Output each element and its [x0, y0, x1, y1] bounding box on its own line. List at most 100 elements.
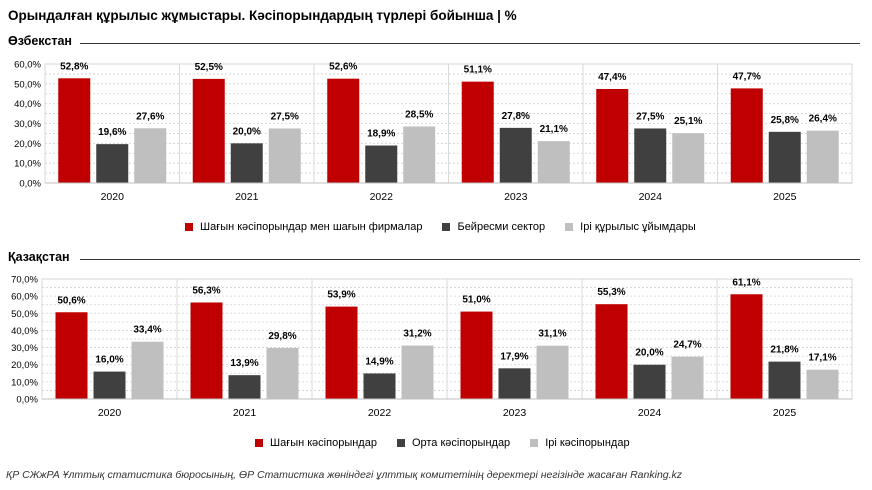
bar	[365, 145, 398, 183]
bar	[537, 141, 570, 183]
x-tick-label: 2025	[773, 191, 797, 203]
x-tick-label: 2024	[638, 407, 662, 419]
data-label: 56,3%	[192, 285, 220, 296]
data-label: 27,5%	[271, 111, 299, 122]
y-tick-label: 60,0%	[14, 60, 41, 71]
bar	[460, 311, 493, 399]
bar	[672, 133, 705, 183]
legend-item: Ірі кәсіпорындар	[530, 437, 630, 449]
data-label: 17,9%	[500, 351, 528, 362]
legend-uzbekistan: Шағын кәсіпорындар мен шағын фирмалар Бе…	[185, 221, 696, 233]
bar	[730, 294, 763, 399]
data-label: 31,1%	[538, 329, 566, 340]
bar	[596, 88, 629, 183]
bar	[327, 78, 360, 183]
data-label: 31,2%	[403, 329, 431, 340]
bar	[498, 368, 531, 399]
legend-swatch	[530, 439, 539, 447]
data-label: 18,9%	[367, 129, 395, 140]
data-label: 25,1%	[674, 116, 702, 127]
data-label: 17,1%	[808, 353, 836, 364]
source-footnote: ҚР СЖжРА Ұлттық статистика бюросының, ӨР…	[6, 469, 683, 481]
legend-item: Орта кәсіпорындар	[396, 437, 511, 449]
data-label: 47,7%	[733, 71, 761, 82]
legend-swatch	[255, 439, 263, 447]
x-tick-label: 2020	[98, 407, 122, 419]
bar	[58, 78, 91, 183]
bar	[730, 88, 763, 183]
bar	[633, 364, 666, 399]
bar	[806, 130, 839, 183]
legend-swatch	[185, 223, 193, 231]
legend-label: Ірі кәсіпорындар	[545, 437, 630, 449]
legend-label: Шағын кәсіпорындар	[270, 437, 377, 449]
page-title: Орындалған құрылыс жұмыстары. Кәсіпорынд…	[8, 8, 517, 23]
legend-label: Орта кәсіпорындар	[411, 437, 511, 449]
x-tick-label: 2022	[368, 407, 392, 419]
data-label: 52,6%	[329, 62, 357, 73]
data-label: 27,8%	[502, 111, 530, 122]
data-label: 13,9%	[230, 358, 258, 369]
y-tick-label: 0,0%	[19, 179, 41, 190]
y-tick-label: 30,0%	[11, 343, 38, 354]
data-label: 14,9%	[365, 356, 393, 367]
panel-rule	[80, 259, 860, 260]
bar	[230, 143, 263, 183]
y-tick-label: 60,0%	[11, 292, 38, 303]
legend-label: Бейресми сектор	[457, 221, 546, 233]
legend-label: Шағын кәсіпорындар мен шағын фирмалар	[200, 221, 423, 233]
bar	[228, 375, 261, 399]
bar	[499, 127, 532, 183]
legend-swatch	[442, 223, 451, 231]
data-label: 28,5%	[405, 109, 433, 120]
x-tick-label: 2023	[503, 407, 527, 419]
bar-chart-kazakhstan: 0,0% 10,0% 20,0% 30,0% 40,0% 50,0% 60,0% 70,0% 5…	[11, 275, 853, 419]
bar	[671, 356, 704, 399]
y-tick-label: 50,0%	[11, 309, 38, 320]
bar	[190, 302, 223, 399]
x-tick-label: 2021	[233, 407, 257, 419]
bar	[192, 78, 225, 183]
data-label: 27,5%	[636, 111, 664, 122]
data-label: 47,4%	[598, 72, 626, 83]
legend-label: Ірі құрылыс ұйымдары	[580, 221, 696, 233]
legend-item: Ірі құрылыс ұйымдары	[565, 221, 696, 233]
legend-swatch	[396, 439, 405, 447]
bar	[55, 312, 88, 399]
data-label: 51,1%	[464, 65, 492, 76]
bar	[134, 128, 167, 183]
bar	[536, 345, 569, 399]
x-tick-label: 2022	[370, 191, 394, 203]
data-label: 25,8%	[771, 115, 799, 126]
data-label: 52,8%	[60, 61, 88, 72]
bar	[93, 371, 126, 399]
bar	[131, 341, 164, 399]
data-label: 61,1%	[732, 277, 760, 288]
bar	[768, 361, 801, 399]
data-label: 16,0%	[95, 355, 123, 366]
bar	[768, 131, 801, 183]
bar	[401, 345, 434, 399]
y-tick-label: 70,0%	[11, 275, 38, 286]
panel-rule	[80, 43, 860, 44]
y-tick-label: 50,0%	[14, 79, 41, 90]
data-label: 21,1%	[540, 124, 568, 135]
data-label: 33,4%	[133, 325, 161, 336]
data-label: 27,6%	[136, 111, 164, 122]
y-tick-label: 30,0%	[14, 119, 41, 130]
x-tick-label: 2021	[235, 191, 259, 203]
bar	[268, 128, 301, 183]
bar-chart-uzbekistan: 0,0% 10,0% 20,0% 30,0% 40,0% 50,0% 60,0% 52,8% 1…	[14, 60, 853, 203]
x-tick-label: 2023	[504, 191, 528, 203]
y-tick-label: 20,0%	[14, 139, 41, 150]
bar	[96, 144, 129, 183]
data-label: 20,0%	[233, 126, 261, 137]
y-tick-label: 40,0%	[11, 326, 38, 337]
legend-kazakhstan: Шағын кәсіпорындар Орта кәсіпорындар Ірі…	[255, 437, 630, 449]
bar	[325, 306, 358, 399]
legend-item: Шағын кәсіпорындар	[255, 437, 377, 449]
y-tick-label: 0,0%	[16, 395, 38, 406]
data-label: 19,6%	[98, 127, 126, 138]
bar	[363, 373, 396, 399]
bar	[266, 347, 299, 399]
